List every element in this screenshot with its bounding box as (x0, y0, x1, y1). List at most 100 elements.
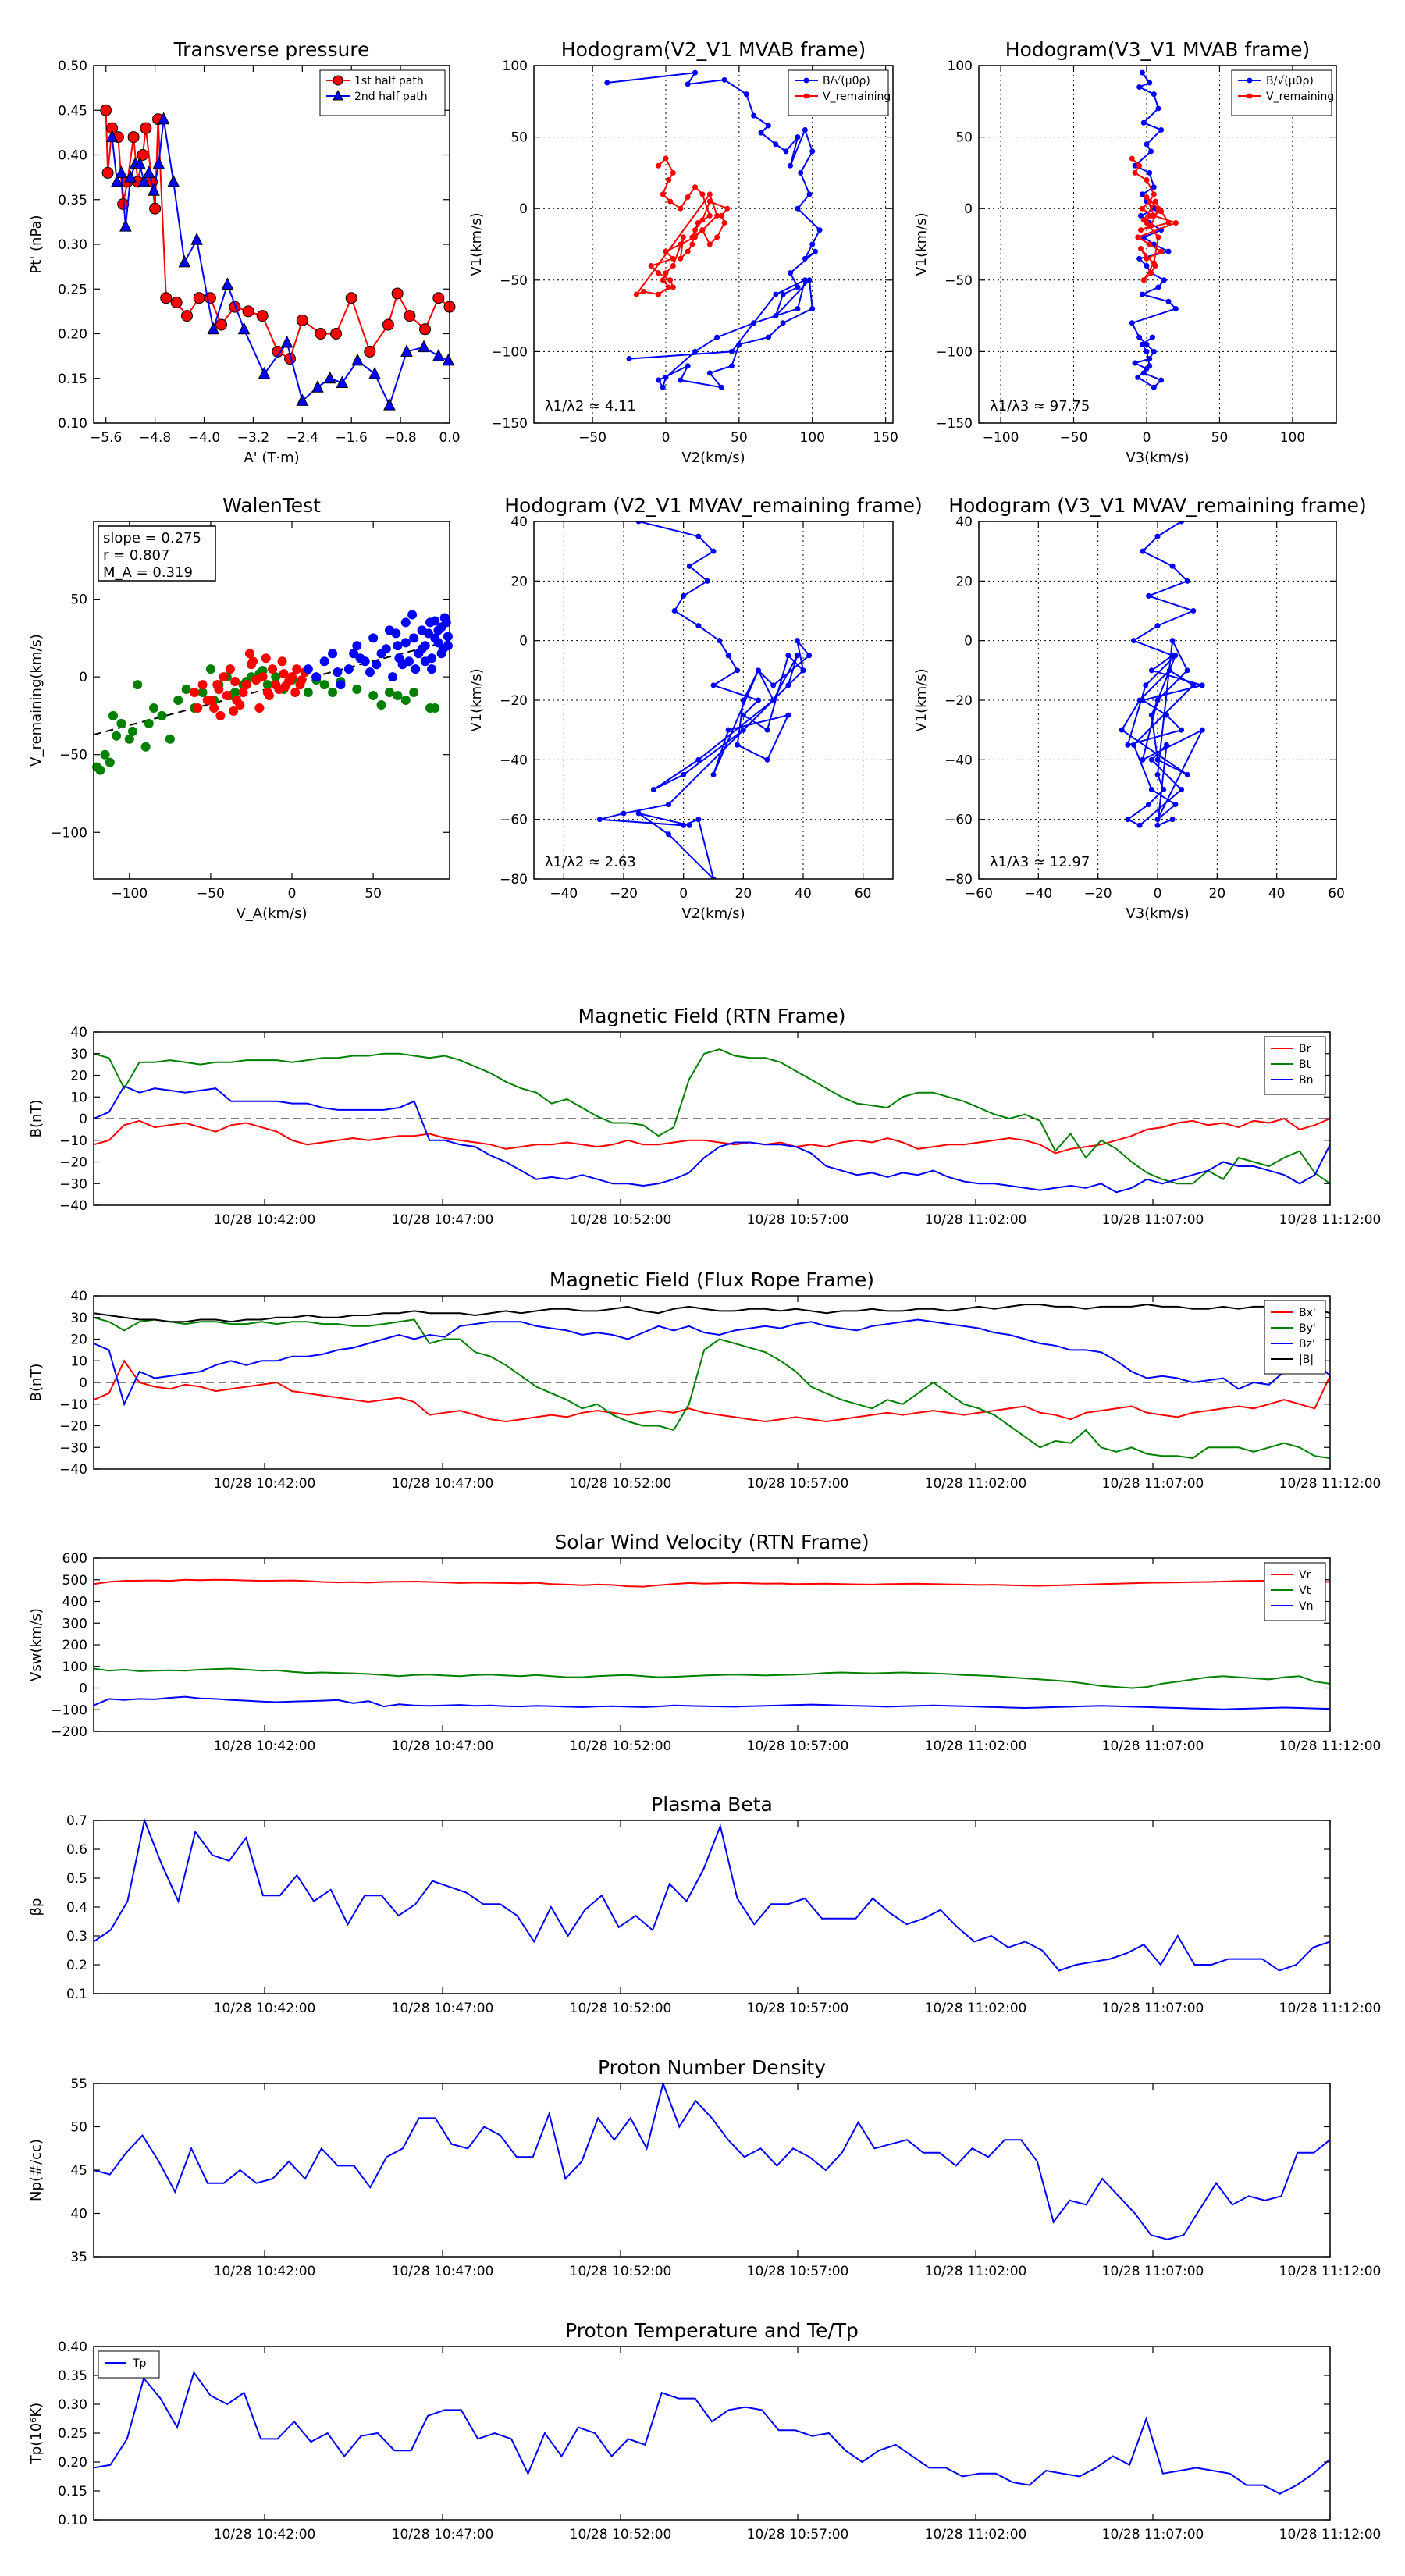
mf_fr-xtick-label: 10/28 10:52:00 (570, 1476, 672, 1492)
h31-xtick-label: 100 (1280, 430, 1305, 446)
walen-point (417, 644, 427, 654)
mf_fr-ytick-label: −10 (59, 1397, 87, 1413)
hr21-xlabel: V2(km/s) (681, 906, 745, 922)
tp-point (404, 310, 416, 322)
tp-point (364, 345, 376, 358)
tp-point (336, 375, 349, 388)
tpt-ytick-label: 0.40 (58, 2339, 87, 2355)
np-ytick-label: 50 (70, 2120, 87, 2136)
h31-point (1161, 277, 1167, 283)
tp-point (115, 165, 128, 178)
h21-point (780, 291, 786, 297)
mf_fr-title: Magnetic Field (Flux Rope Frame) (550, 1268, 874, 1291)
walen-point (157, 710, 167, 720)
mf_rtn-legend (1264, 1036, 1326, 1095)
hr21-point (695, 756, 702, 763)
tp-point (442, 353, 455, 366)
tpt-chart: 0.10 0.15 0.20 0.25 0.30 0.35 0.40 10/28 10:42:… (58, 2339, 1381, 2542)
np-title: Proton Number Density (598, 2056, 826, 2079)
tpt-legend-label: Tp (132, 2357, 147, 2370)
hr31-ytick-label: −60 (944, 813, 973, 828)
h31-ytick-label: −50 (944, 273, 973, 289)
h21-point (812, 248, 818, 254)
h31-point (1147, 241, 1153, 247)
h21-point (641, 288, 647, 294)
walen-point (244, 649, 254, 659)
np-ytick-label: 55 (70, 2076, 87, 2092)
np-xtick-label: 10/28 11:07:00 (1102, 2264, 1204, 2279)
h31-point (1144, 255, 1150, 262)
h31-point (1140, 119, 1147, 126)
hr21-point (686, 822, 692, 828)
walen-point (264, 691, 274, 701)
h31-point (1136, 334, 1143, 340)
hr21-ytick-label: −40 (500, 753, 528, 768)
walen-point (261, 653, 271, 664)
tp-point (311, 380, 324, 393)
sw-ylabel: Vsw(km/s) (28, 1608, 44, 1681)
mf_rtn-ytick-label: 10 (70, 1090, 87, 1105)
np-xtick-label: 10/28 10:57:00 (747, 2264, 849, 2279)
h21-point (773, 313, 779, 319)
sw-ytick-label: −200 (51, 1724, 87, 1740)
h31-ytick-label: 50 (955, 130, 973, 146)
h31-point (1139, 69, 1145, 76)
walen-point (328, 688, 338, 698)
tpt-title: Proton Temperature and Te/Tp (565, 2319, 859, 2342)
h31-point (1147, 198, 1153, 205)
hr21-point (740, 727, 746, 733)
h31-point (1165, 220, 1172, 226)
h21-point (724, 205, 731, 212)
h31-point (1152, 198, 1158, 205)
h21-point (714, 234, 720, 240)
h21-point (788, 162, 794, 169)
mf_rtn-series-Bt-line (93, 1048, 1331, 1185)
tp-point (193, 292, 205, 304)
hr31-ytick-label: −80 (944, 872, 973, 888)
hr21-point (785, 712, 791, 718)
walen-point (95, 765, 105, 775)
hr31-point (1140, 756, 1146, 763)
h21-point (689, 241, 695, 247)
h21-point (656, 377, 662, 383)
walen-point (232, 696, 242, 705)
walen-point (225, 664, 235, 674)
h21-point (795, 205, 801, 212)
hr21-point (764, 727, 770, 733)
h31-legend-marker (1247, 93, 1253, 99)
walen-point (262, 680, 272, 690)
h21-legend-marker (803, 93, 809, 99)
hr21-point (695, 533, 702, 539)
h21-eigen-ratio: λ1/λ2 ≈ 4.11 (545, 398, 636, 415)
mf_rtn-ytick-label: 40 (70, 1025, 87, 1041)
tpt-series-Tp-line (93, 2371, 1331, 2495)
walen-point (393, 691, 403, 701)
walen-point (411, 664, 421, 674)
h21-point (663, 155, 669, 162)
walen-stat: r = 0.807 (103, 547, 169, 564)
tpt-xtick-label: 10/28 10:42:00 (214, 2527, 316, 2542)
h31-point (1165, 248, 1172, 254)
h21-xtick-label: 0 (662, 430, 670, 446)
tp-xtick-label: −4.8 (139, 430, 171, 446)
walen-point (219, 672, 229, 682)
hr21-chart: −40 −20 0 20 40 60 −80 −60 −40 −20 0 20 40 V2(km/s) λ1… (500, 514, 893, 922)
sw-series-Vn-line (93, 1695, 1331, 1710)
hr31-frame (978, 521, 1337, 880)
beta-ytick-label: 0.3 (66, 1929, 87, 1944)
h21-xtick-label: −50 (578, 430, 606, 446)
h31-ytick-label: −100 (936, 344, 973, 360)
walen-ytick-label: −100 (51, 825, 87, 841)
walen-point (319, 656, 329, 667)
walen-point (394, 653, 404, 664)
h21-point (656, 162, 662, 169)
hr31-point (1154, 756, 1161, 763)
tp-point (149, 202, 162, 215)
hr21-point (794, 653, 800, 659)
tp-ytick-label: 0.20 (58, 327, 87, 343)
hr21-point (710, 876, 717, 879)
hr31-xtick-label: −60 (965, 886, 993, 902)
tp-point (142, 165, 155, 178)
h21-point (809, 148, 816, 155)
hr31-ytick-label: −20 (944, 693, 973, 709)
